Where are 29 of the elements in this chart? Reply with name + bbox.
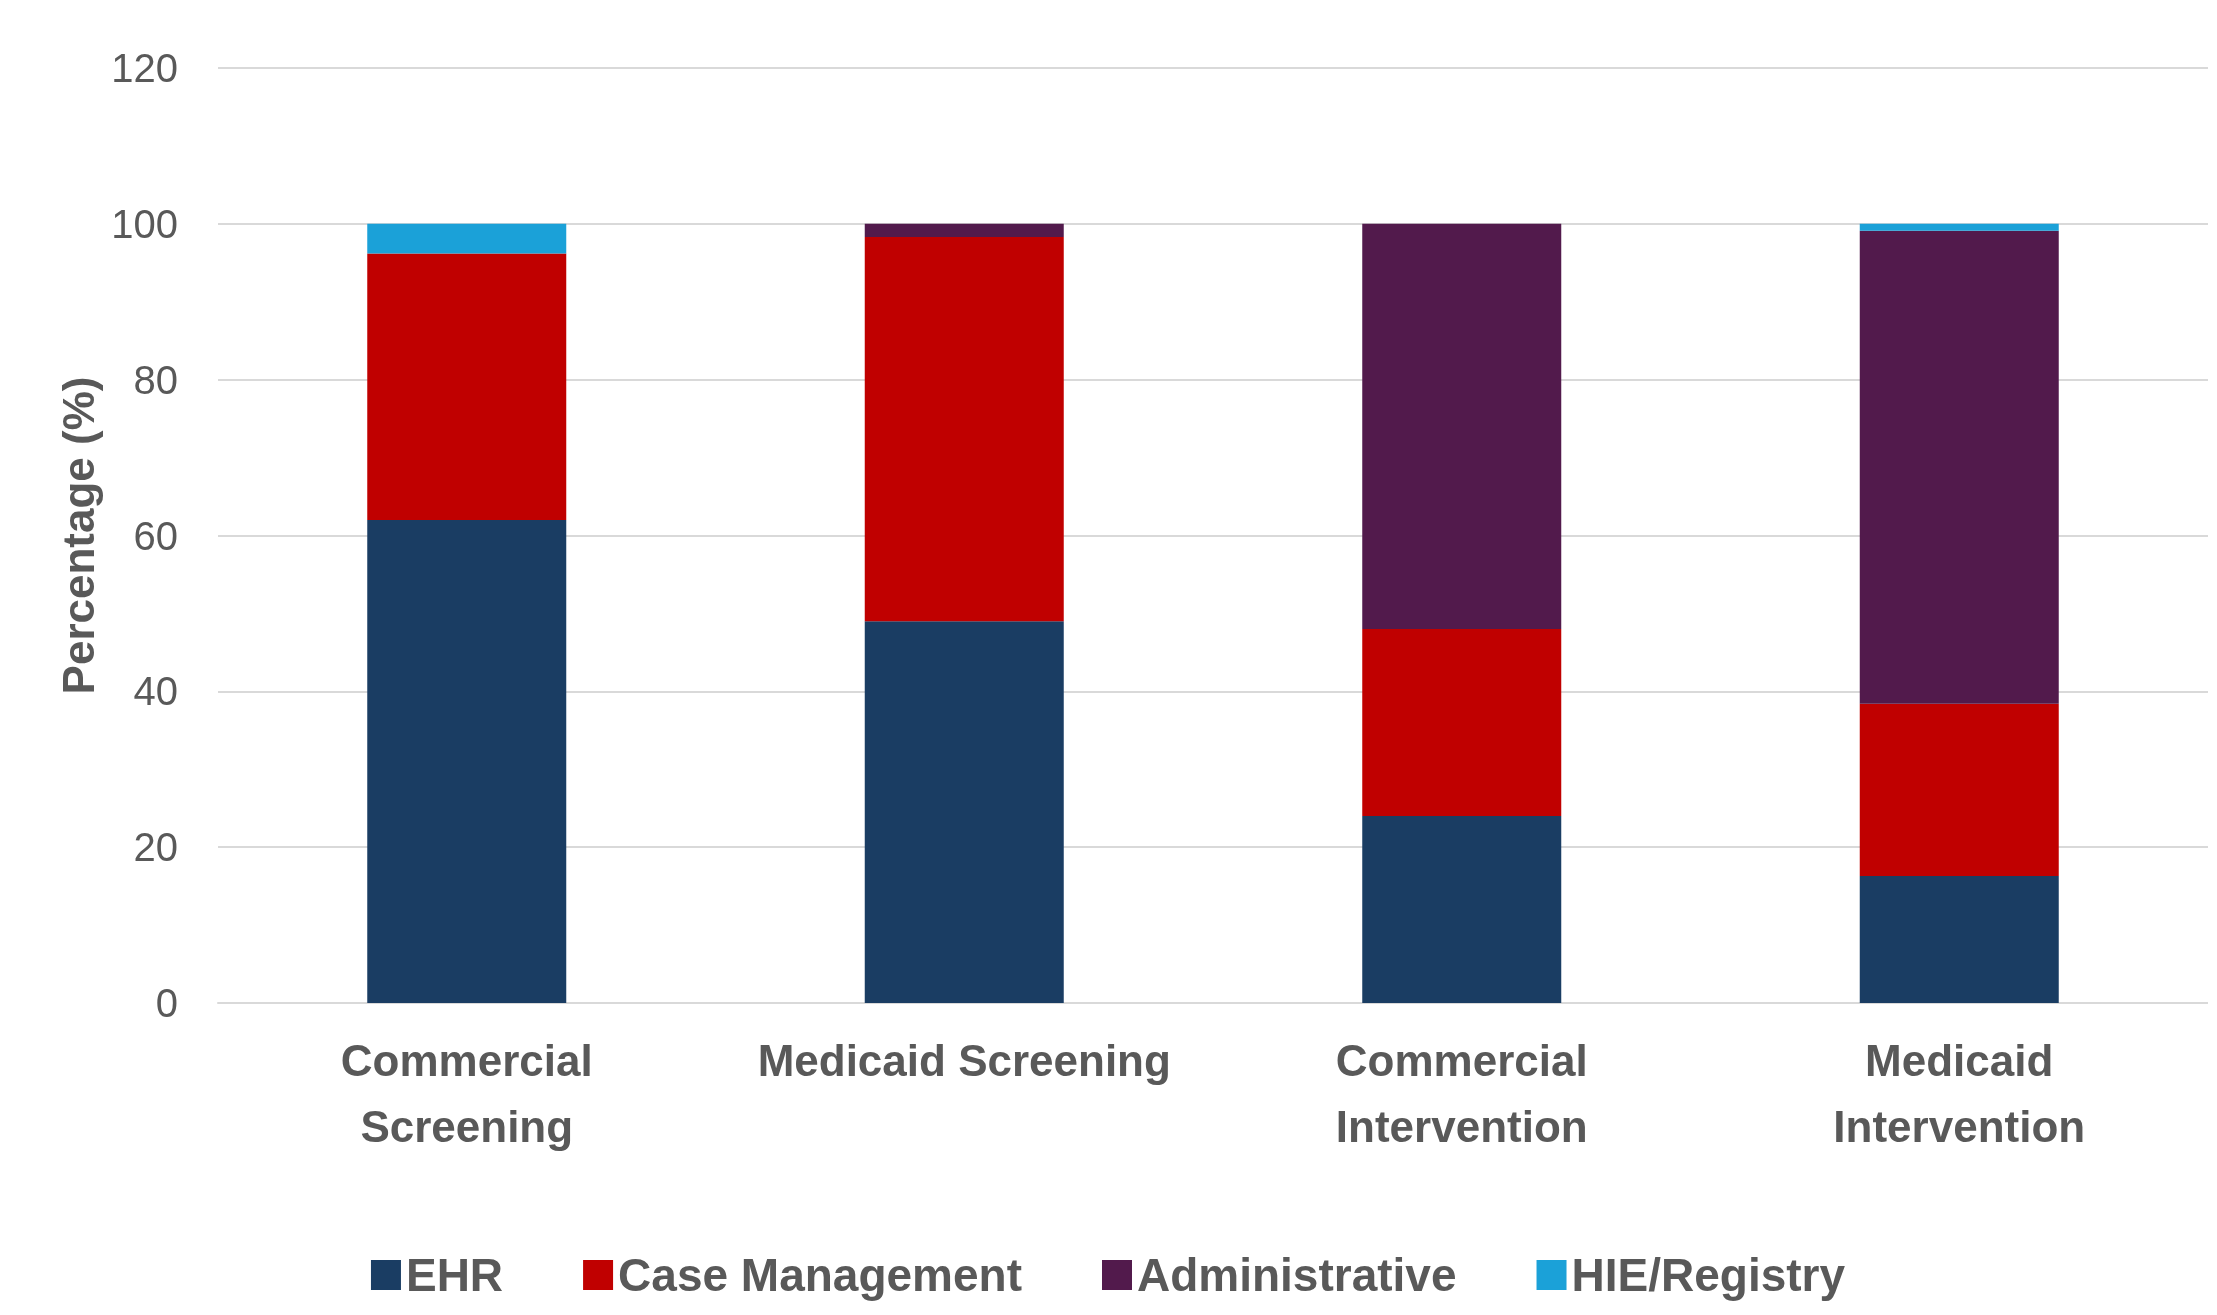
x-tick-label: Commercial Intervention xyxy=(1335,1035,1588,1151)
legend-label: Administrative xyxy=(1136,1249,1457,1301)
bar xyxy=(864,237,1064,622)
legend-label: Case Management xyxy=(618,1249,1022,1301)
bar xyxy=(367,253,567,520)
bar xyxy=(367,519,567,1003)
legend-label: EHR xyxy=(405,1249,504,1301)
legend-label: HIE/Registry xyxy=(1571,1249,1846,1301)
x-tick-label: Medicaid Intervention xyxy=(1833,1035,2086,1151)
y-tick-label: 80 xyxy=(133,357,178,402)
bar xyxy=(1362,816,1562,1003)
x-tick-label: Commercial Screening xyxy=(340,1035,593,1151)
bar xyxy=(367,223,567,254)
y-tick-label: 100 xyxy=(111,201,178,246)
y-tick-label: 120 xyxy=(111,46,178,90)
bar xyxy=(1859,223,2059,231)
bar xyxy=(864,223,1064,238)
bar xyxy=(1859,703,2059,876)
y-tick-label: 40 xyxy=(133,669,178,714)
bar xyxy=(1362,223,1562,629)
bar xyxy=(1362,629,1562,816)
x-tick-label: Medicaid Screening xyxy=(757,1035,1171,1085)
bar xyxy=(864,621,1064,1003)
bar xyxy=(1859,876,2059,1003)
y-tick-label: 0 xyxy=(155,981,178,1025)
y-axis-title: Percentage (%) xyxy=(53,376,103,695)
bar xyxy=(1859,230,2059,704)
y-tick-label: 60 xyxy=(133,513,178,558)
y-tick-label: 20 xyxy=(133,825,178,870)
